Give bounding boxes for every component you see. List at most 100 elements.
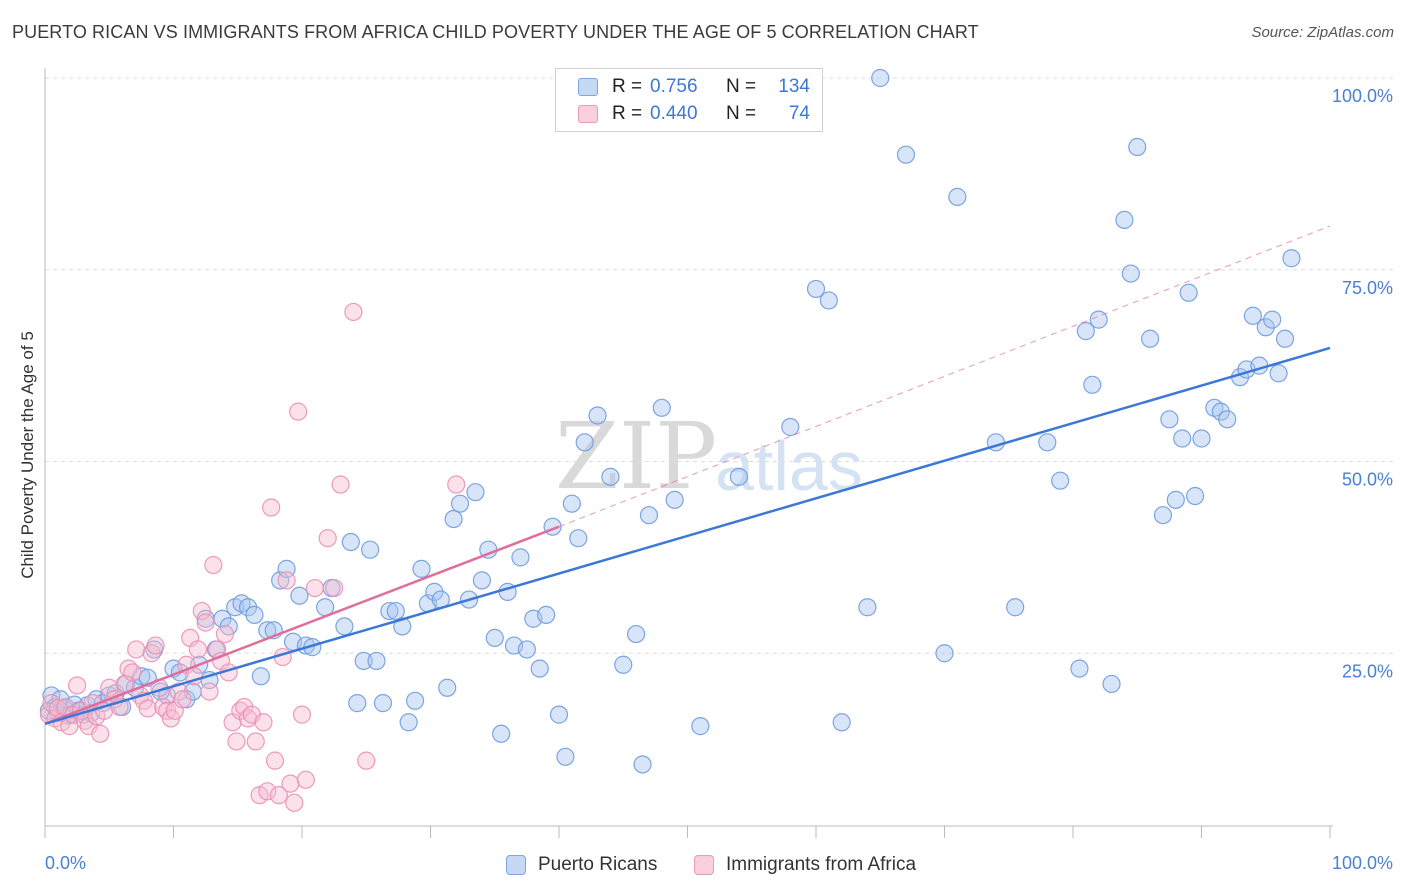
puerto-ricans-point: [393, 617, 412, 636]
y-tick-label: 100.0%: [1332, 86, 1393, 106]
legend-row-puerto-ricans: R = 0.756 N = 134: [556, 74, 810, 100]
africa-point: [188, 640, 208, 659]
puerto-ricans-point: [361, 540, 380, 559]
africa-point: [100, 678, 119, 697]
puerto-ricans-point: [614, 655, 633, 674]
puerto-ricans-point: [1275, 329, 1295, 348]
africa-point: [258, 782, 277, 801]
africa-point: [235, 697, 254, 717]
puerto-ricans-point: [290, 586, 309, 605]
puerto-ricans-point: [1115, 210, 1134, 229]
y-tick-label: 50.0%: [1342, 470, 1393, 490]
puerto-ricans-point: [444, 509, 463, 529]
y-axis-label: Child Poverty Under the Age of 5: [18, 331, 37, 579]
africa-point: [331, 475, 350, 494]
puerto-ricans-point: [601, 467, 620, 486]
puerto-ricans-point: [781, 417, 800, 437]
puerto-ricans-trend-line: [44, 346, 1331, 726]
puerto-ricans-point: [652, 398, 671, 417]
puerto-ricans-point: [1051, 471, 1070, 490]
axes: [44, 68, 1333, 838]
africa-point: [127, 640, 146, 659]
puerto-ricans-point: [639, 506, 659, 525]
series-legend: Puerto Ricans Immigrants from Africa: [0, 850, 1406, 880]
puerto-ricans-point: [450, 494, 470, 513]
puerto-ricans-point: [530, 659, 549, 678]
puerto-ricans-point: [626, 624, 646, 644]
africa-point: [325, 578, 344, 598]
watermark-atlas: atlas: [715, 427, 863, 505]
legend-item-africa: Immigrants from Africa: [694, 850, 916, 880]
puerto-ricans-point: [354, 651, 373, 671]
africa-point: [68, 676, 87, 695]
africa-point: [447, 475, 466, 494]
puerto-ricans-point: [1102, 674, 1121, 694]
puerto-ricans-point: [438, 678, 457, 697]
puerto-ricans-point: [858, 598, 877, 617]
africa-point: [215, 624, 234, 644]
puerto-ricans-point: [575, 433, 594, 452]
puerto-ricans-point: [1173, 429, 1192, 448]
puerto-ricans-point: [1192, 429, 1211, 448]
legend-r-label: R =: [612, 76, 643, 97]
puerto-ricans-point: [348, 694, 367, 713]
y-tick-labels: 25.0% 50.0% 75.0% 100.0%: [1332, 86, 1393, 681]
puerto-ricans-point: [1160, 410, 1179, 429]
africa-trend-line: [44, 525, 560, 725]
chart-source: Source: ZipAtlas.com: [1251, 24, 1394, 41]
puerto-ricans-point: [832, 713, 851, 732]
legend-swatch-blue: [578, 78, 598, 96]
africa-point: [227, 732, 246, 751]
puerto-ricans-point: [588, 406, 607, 425]
legend-label-puerto-ricans: Puerto Ricans: [538, 854, 658, 875]
puerto-ricans-point: [665, 490, 684, 509]
puerto-ricans-point: [1140, 329, 1160, 348]
puerto-ricans-point: [562, 494, 581, 513]
africa-point: [138, 699, 157, 718]
africa-point: [292, 705, 312, 724]
puerto-ricans-point: [1179, 283, 1198, 302]
puerto-ricans-point: [517, 640, 536, 659]
correlation-legend: R = 0.756 N = 134 R = 0.440 N = 74: [555, 68, 823, 132]
puerto-ricans-point: [1166, 490, 1185, 509]
x-tick-label-min: 0.0%: [45, 853, 86, 873]
legend-r-label: R =: [612, 103, 643, 124]
puerto-ricans-point: [511, 548, 530, 567]
africa-point: [262, 498, 281, 517]
puerto-ricans-point: [569, 529, 588, 548]
puerto-ricans-point: [335, 617, 354, 636]
puerto-ricans-point: [537, 605, 556, 625]
puerto-ricans-point: [1282, 249, 1301, 268]
africa-point: [254, 713, 273, 732]
africa-point: [318, 529, 337, 548]
legend-r-value: 0.440: [650, 103, 698, 124]
puerto-ricans-point: [1083, 375, 1102, 394]
x-ticks: [44, 826, 1331, 838]
puerto-ricans-point: [896, 145, 916, 164]
puerto-ricans-point: [271, 571, 290, 590]
puerto-ricans-point: [245, 605, 264, 625]
legend-item-puerto-ricans: Puerto Ricans: [506, 850, 657, 880]
y-tick-label: 25.0%: [1342, 661, 1393, 681]
africa-point: [204, 555, 223, 575]
puerto-ricans-point: [1076, 322, 1095, 341]
puerto-ricans-point: [367, 651, 386, 671]
africa-point: [344, 302, 363, 322]
puerto-ricans-point: [1185, 486, 1205, 506]
africa-trend-extension: [558, 225, 1331, 528]
africa-point: [91, 724, 110, 743]
puerto-ricans-point: [1269, 364, 1288, 383]
legend-r-value: 0.756: [650, 76, 698, 97]
puerto-ricans-point: [935, 644, 954, 663]
puerto-ricans-point: [1089, 310, 1108, 329]
watermark-zip: ZIP: [555, 403, 717, 510]
africa-point: [285, 793, 304, 812]
puerto-ricans-point: [1263, 310, 1282, 329]
gridlines: [45, 77, 1395, 654]
africa-point: [123, 663, 142, 682]
series-africa-points: [39, 302, 466, 812]
puerto-ricans-point: [341, 532, 360, 552]
puerto-ricans-point: [819, 291, 838, 310]
puerto-ricans-point: [386, 601, 405, 621]
